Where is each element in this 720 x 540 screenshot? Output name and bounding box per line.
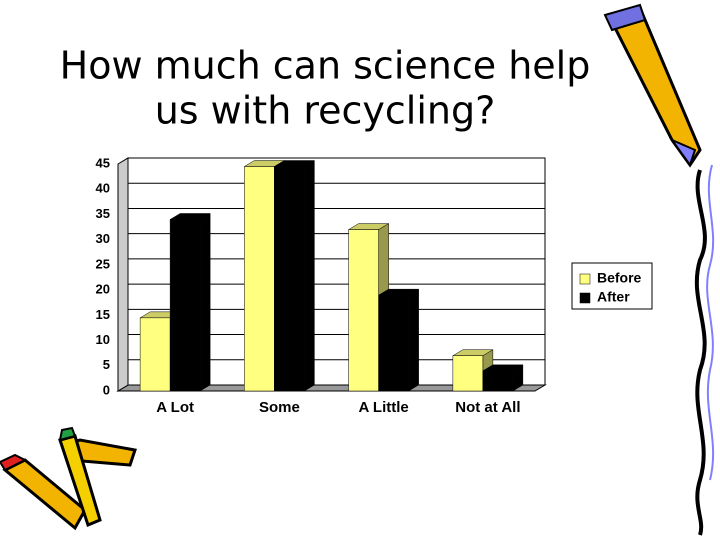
y-tick-label: 0 [103, 382, 110, 397]
y-tick-label: 40 [96, 181, 110, 196]
x-tick-label: Not at All [455, 399, 520, 416]
x-tick-label: A Little [358, 399, 408, 416]
bar [348, 229, 379, 392]
bar [274, 166, 305, 392]
decor-border [694, 169, 707, 536]
decor-border [706, 164, 715, 481]
legend-swatch [579, 273, 591, 285]
y-tick-label: 10 [96, 332, 110, 347]
bar [244, 166, 275, 392]
bar [139, 317, 171, 392]
y-tick-label: 15 [96, 307, 110, 322]
x-tick-label: Some [259, 399, 300, 416]
pencil-clipart [0, 426, 137, 531]
bar-side [199, 213, 211, 392]
legend-swatch [579, 292, 591, 304]
y-tick-label: 35 [96, 206, 110, 221]
y-tick-label: 45 [96, 155, 110, 170]
bar [452, 355, 484, 392]
legend-label: Before [597, 270, 642, 286]
bar-side [408, 288, 419, 392]
plot-side-wall [117, 157, 129, 392]
pencil-clipart [603, 3, 702, 168]
legend-label: After [597, 289, 630, 305]
bar [378, 294, 409, 392]
y-tick-label: 30 [96, 231, 110, 246]
bar-side [304, 160, 315, 392]
y-tick-label: 20 [96, 282, 110, 297]
bar [482, 370, 514, 392]
title-line: us with recycling? [155, 89, 496, 133]
legend-box [571, 262, 653, 310]
title-line: How much can science help [60, 44, 591, 88]
bar [169, 219, 201, 392]
y-tick-label: 5 [103, 357, 110, 372]
x-tick-label: A Lot [156, 399, 194, 416]
y-tick-label: 25 [96, 256, 110, 271]
